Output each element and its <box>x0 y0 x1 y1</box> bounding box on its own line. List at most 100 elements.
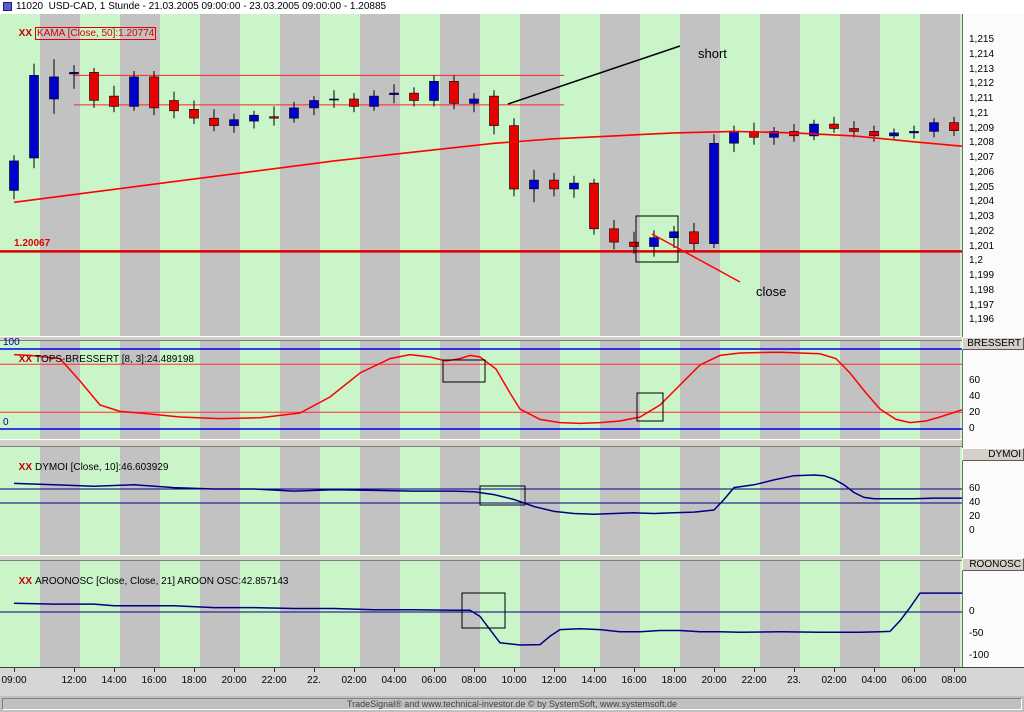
time-tick <box>434 668 435 672</box>
candle-body <box>329 98 339 101</box>
time-tick <box>794 668 795 672</box>
scale-label: 0 <box>3 417 9 428</box>
candle-body <box>929 122 939 132</box>
price-axis-label: 1,197 <box>969 299 995 311</box>
candle-body <box>249 114 259 122</box>
scale-label: 60 <box>969 375 981 386</box>
time-axis-label: 06:00 <box>901 675 927 686</box>
time-axis-label: 06:00 <box>421 675 447 686</box>
candle-body <box>829 123 839 129</box>
time-axis-label: 02:00 <box>821 675 847 686</box>
scale-label: 40 <box>969 497 981 508</box>
scale-label: -100 <box>969 650 990 661</box>
price-axis-label: 1,21 <box>969 107 989 119</box>
panel-separator[interactable] <box>0 336 1024 341</box>
candle-body <box>409 92 419 101</box>
price-axis-label: 1,212 <box>969 78 995 90</box>
chart-icon <box>3 2 12 11</box>
candlestick-chart[interactable] <box>0 14 962 336</box>
candle-body <box>629 241 639 247</box>
candle-body <box>129 76 139 107</box>
aroonosc-oscillator-chart[interactable] <box>0 561 962 667</box>
time-tick <box>874 668 875 672</box>
aroonosc-header[interactable]: XX AROONOSC [Close, Close, 21] AROON OSC:… <box>2 564 289 600</box>
dymoi-oscillator-chart[interactable] <box>0 447 962 555</box>
time-axis-label: 22:00 <box>261 675 287 686</box>
candle-body <box>889 132 899 137</box>
highlight-box <box>479 485 526 506</box>
dymoi-header[interactable]: XX DYMOI [Close, 10]:46.603929 <box>2 450 169 486</box>
candle-body <box>449 81 459 104</box>
close-annotation[interactable]: close <box>756 284 787 299</box>
indicator-line <box>13 474 962 515</box>
candle-body <box>89 72 99 101</box>
candle-body <box>289 107 299 119</box>
indicator-icon: XX <box>18 28 33 39</box>
aroonosc-panel[interactable]: XX AROONOSC [Close, Close, 21] AROON OSC:… <box>0 561 962 667</box>
scale-label: 0 <box>969 525 975 536</box>
status-text: TradeSignal® and www.technical-investor.… <box>2 698 1022 710</box>
time-tick <box>594 668 595 672</box>
indicator-icon: XX <box>18 576 33 587</box>
scale-label: 60 <box>969 483 981 494</box>
dymoi-header-text: DYMOI [Close, 10]:46.603929 <box>35 462 169 473</box>
time-axis-label: 02:00 <box>341 675 367 686</box>
highlight-box <box>636 392 664 422</box>
time-axis-label: 10:00 <box>501 675 527 686</box>
candle-body <box>809 123 819 137</box>
bressert-header-text: TOPS-BRESSERT [8, 3]:24.489198 <box>35 354 194 365</box>
time-axis-label: 12:00 <box>541 675 567 686</box>
chart-caption-bar: 11020 USD-CAD, 1 Stunde - 21.03.2005 09:… <box>0 0 1024 14</box>
support-level-label: 1.20067 <box>14 238 51 250</box>
time-tick <box>74 668 75 672</box>
time-axis-label: 08:00 <box>941 675 967 686</box>
price-axis-label: 1,213 <box>969 63 995 75</box>
candle-body <box>669 231 679 239</box>
candle-body <box>9 160 19 191</box>
bressert-panel[interactable]: XX TOPS-BRESSERT [8, 3]:24.489198 100 0 <box>0 338 962 439</box>
candle-body <box>229 119 239 126</box>
candle-body <box>69 72 79 75</box>
dymoi-panel[interactable]: XX DYMOI [Close, 10]:46.603929 <box>0 447 962 555</box>
scale-label: 20 <box>969 407 981 418</box>
candle-body <box>109 95 119 107</box>
kama-indicator-label[interactable]: XX KAMA [Close, 50]:1.20774 <box>2 16 157 52</box>
candle-body <box>949 122 959 131</box>
time-axis-label: 09:00 <box>1 675 27 686</box>
chart-title: 11020 USD-CAD, 1 Stunde - 21.03.2005 09:… <box>16 1 387 12</box>
time-axis-label: 22:00 <box>741 675 767 686</box>
panel-separator[interactable] <box>0 555 1024 561</box>
bressert-header[interactable]: XX TOPS-BRESSERT [8, 3]:24.489198 <box>2 342 194 378</box>
candle-body <box>609 228 619 243</box>
short-annotation[interactable]: short <box>698 46 727 61</box>
scale-label: 0 <box>969 606 975 617</box>
bressert-oscillator-chart[interactable] <box>0 341 962 439</box>
candle-body <box>149 76 159 109</box>
price-axis-label: 1,206 <box>969 166 995 178</box>
candle-body <box>549 179 559 190</box>
time-axis[interactable]: 09:00 12:00 14:00 16:00 18:00 20:00 22:00 22. 02… <box>0 667 1024 696</box>
scale-label: -50 <box>969 628 984 639</box>
candle-body <box>469 98 479 104</box>
time-axis-label: 20:00 <box>221 675 247 686</box>
time-axis-label: 16:00 <box>621 675 647 686</box>
aroonosc-panel-button[interactable]: ROONOSC <box>962 558 1024 571</box>
indicator-line <box>13 592 962 646</box>
bressert-panel-button[interactable]: BRESSERT <box>962 337 1024 350</box>
price-axis-label: 1,2 <box>969 255 983 267</box>
time-axis-label: 16:00 <box>141 675 167 686</box>
price-axis-label: 1,196 <box>969 314 995 326</box>
dymoi-panel-button[interactable]: DYMOI <box>962 448 1024 461</box>
price-axis-label: 1,214 <box>969 48 995 60</box>
time-tick <box>354 668 355 672</box>
time-tick <box>674 668 675 672</box>
candle-body <box>649 237 659 247</box>
panel-separator[interactable] <box>0 439 1024 447</box>
time-tick <box>194 668 195 672</box>
candle-body <box>309 100 319 109</box>
time-axis-label: 04:00 <box>381 675 407 686</box>
price-axis-label: 1,199 <box>969 270 995 281</box>
time-tick <box>114 668 115 672</box>
main-chart-panel[interactable]: XX KAMA [Close, 50]:1.20774 short close 1… <box>0 14 962 336</box>
